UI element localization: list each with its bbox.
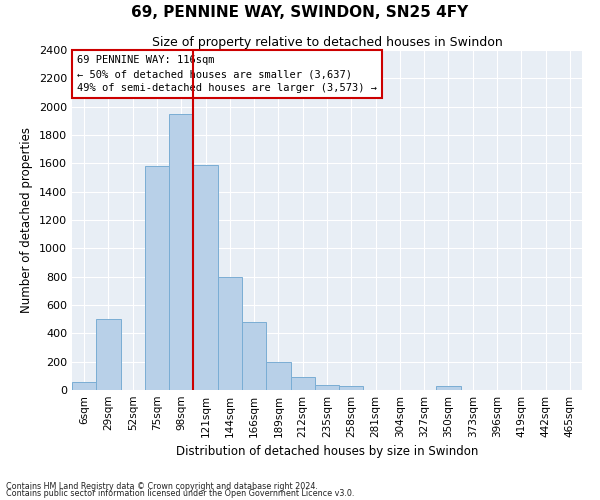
Bar xyxy=(169,114,193,390)
Title: Size of property relative to detached houses in Swindon: Size of property relative to detached ho… xyxy=(152,36,502,49)
Bar xyxy=(266,362,290,390)
Bar xyxy=(315,385,339,390)
Bar xyxy=(145,166,169,390)
Text: 69, PENNINE WAY, SWINDON, SN25 4FY: 69, PENNINE WAY, SWINDON, SN25 4FY xyxy=(131,5,469,20)
Bar xyxy=(96,319,121,390)
Bar xyxy=(218,276,242,390)
Y-axis label: Number of detached properties: Number of detached properties xyxy=(20,127,34,313)
Bar xyxy=(193,165,218,390)
Bar xyxy=(72,382,96,390)
Bar xyxy=(290,378,315,390)
Bar xyxy=(242,322,266,390)
Bar xyxy=(436,386,461,390)
X-axis label: Distribution of detached houses by size in Swindon: Distribution of detached houses by size … xyxy=(176,446,478,458)
Text: Contains HM Land Registry data © Crown copyright and database right 2024.: Contains HM Land Registry data © Crown c… xyxy=(6,482,318,491)
Bar xyxy=(339,386,364,390)
Text: Contains public sector information licensed under the Open Government Licence v3: Contains public sector information licen… xyxy=(6,489,355,498)
Text: 69 PENNINE WAY: 116sqm
← 50% of detached houses are smaller (3,637)
49% of semi-: 69 PENNINE WAY: 116sqm ← 50% of detached… xyxy=(77,55,377,93)
